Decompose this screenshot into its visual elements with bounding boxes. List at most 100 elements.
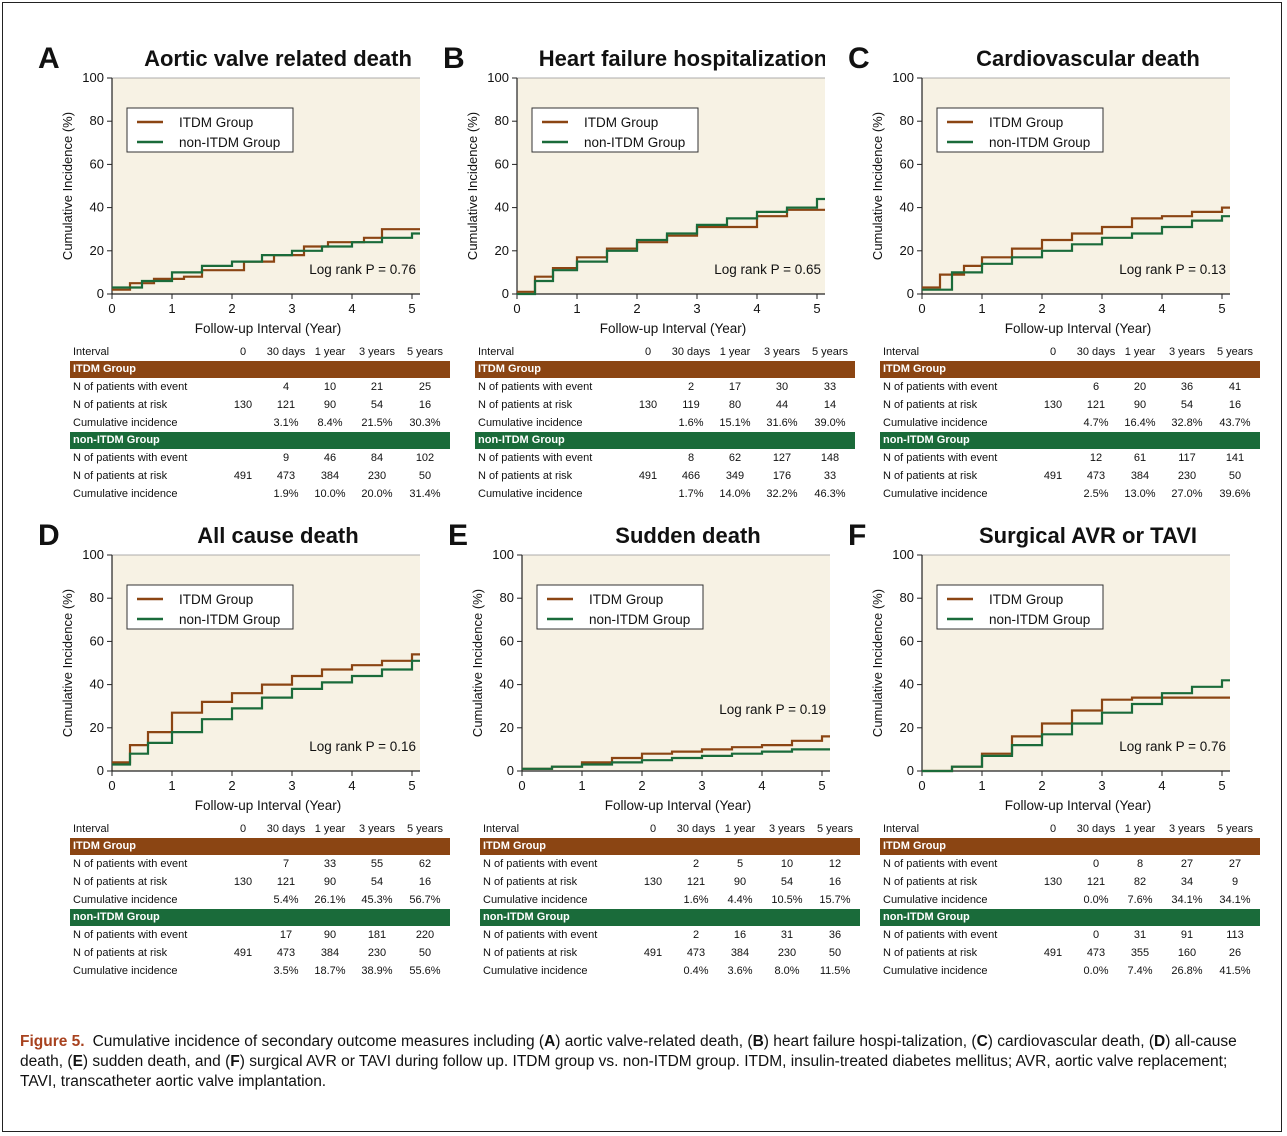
caption-panel-letter: D [1154,1033,1166,1050]
table-header-row: Interval 0 30 days 1 year 3 years 5 years [880,343,1260,361]
figure-caption: Figure 5. Cumulative incidence of seconda… [20,1032,1265,1092]
table-cell: 14.0% [719,488,751,500]
panel-letter: D [38,519,60,552]
group-band-itdm: ITDM Group [480,838,860,855]
x-tick-label: 1 [978,301,985,316]
table-row: N of patients at risk 130 121 90 54 16 [70,873,450,891]
risk-table: Interval 0 30 days 1 year 3 years 5 years ITDM… [475,343,855,503]
table-cell: 80 [728,399,742,411]
legend-entry: ITDM Group [989,592,1063,607]
table-cell: 16 [418,399,432,411]
table-row: Cumulative incidence 5.4% 26.1% 45.3% 56.7% [70,891,450,909]
table-cell: 12 [828,858,842,870]
x-tick-label: 2 [1038,301,1045,316]
table-cell: 34.1% [1219,894,1251,906]
x-tick-label: 2 [1038,778,1045,793]
row-label: N of patients at risk [73,876,168,888]
table-row: N of patients with event 6 20 36 41 [880,378,1260,396]
table-cell: 54 [370,876,384,888]
log-rank-p: Log rank P = 0.13 [1119,262,1226,277]
y-tick-label: 80 [500,590,514,605]
table-header-row: Interval 0 30 days 1 year 3 years 5 years [475,343,855,361]
table-cell: 46 [323,452,337,464]
y-tick-label: 0 [97,763,104,778]
table-cell: 1 year [1124,346,1156,358]
table-cell: 8 [1136,858,1144,870]
table-cell: 7.4% [1127,965,1153,977]
row-label: Cumulative incidence [73,488,178,500]
y-axis-label: Cumulative Incidence (%) [470,589,485,737]
table-cell: 21.5% [361,417,393,429]
table-cell: 130 [1043,399,1063,411]
x-tick-label: 3 [288,301,295,316]
x-axis-label: Follow-up Interval (Year) [1005,798,1152,813]
km-chart-f: F Surgical AVR or TAVI 0 20 40 60 80 100 0 1 2 3 4 5 C… [848,519,1230,813]
table-cell: 3.1% [273,417,299,429]
table-cell: 31 [780,929,794,941]
y-tick-label: 40 [495,200,509,215]
table-row: Cumulative incidence 3.5% 18.7% 38.9% 55.6% [70,962,450,980]
table-cell: 384 [730,947,750,959]
table-cell: 30 days [266,823,306,835]
y-tick-label: 20 [500,720,514,735]
table-cell: 32.2% [766,488,798,500]
legend-box [126,107,294,153]
legend-entry: non-ITDM Group [584,135,685,150]
table-cell: 16 [1228,399,1242,411]
caption-label: Figure 5. [20,1033,85,1050]
table-row: N of patients with event 7 33 55 62 [70,855,450,873]
table-cell: 0 [644,346,652,358]
table-cell: 127 [772,452,792,464]
table-cell: 62 [728,452,742,464]
table-cell: 26.1% [314,894,346,906]
row-label: N of patients at risk [883,876,978,888]
group-band-itdm: ITDM Group [475,361,855,378]
table-cell: 90 [323,399,337,411]
table-cell: 90 [323,929,337,941]
y-tick-label: 60 [500,633,514,648]
row-label: Cumulative incidence [478,488,583,500]
y-tick-label: 80 [90,113,104,128]
table-cell: 8.4% [317,417,343,429]
caption-panel-letter: B [752,1033,764,1050]
table-cell: 8 [687,452,695,464]
table-cell: 50 [828,947,842,959]
y-tick-label: 80 [90,590,104,605]
row-label: N of patients at risk [483,876,578,888]
y-axis-label: Cumulative Incidence (%) [465,112,480,260]
table-cell: 30 days [1076,346,1116,358]
caption-text: ) all-cause death, ( [20,1033,1237,1070]
table-cell: 5 years [1216,823,1254,835]
table-cell: 5 years [816,823,854,835]
table-header-row: Interval 0 30 days 1 year 3 years 5 years [480,820,860,838]
row-label: Cumulative incidence [883,488,988,500]
table-cell: 36 [1180,381,1194,393]
group-band-non-itdm: non-ITDM Group [70,909,450,926]
table-cell: 11.5% [819,965,851,977]
risk-table: Interval 0 30 days 1 year 3 years 5 years ITDM… [880,820,1260,980]
table-cell: 1 year [724,823,756,835]
table-cell: 5 years [1216,346,1254,358]
table-cell: 491 [643,947,663,959]
table-cell: 10.0% [314,488,346,500]
x-tick-label: 2 [228,301,235,316]
table-cell: 121 [276,876,296,888]
panel-letter: A [38,42,60,75]
y-tick-label: 40 [90,200,104,215]
table-cell: 0 [1092,929,1100,941]
table-cell: 0 [1049,346,1057,358]
legend-entry: ITDM Group [589,592,663,607]
table-row: N of patients with event 2 5 10 12 [480,855,860,873]
row-label: N of patients at risk [73,947,168,959]
table-cell: 117 [1178,452,1196,464]
table-header-row: Interval 0 30 days 1 year 3 years 5 years [880,820,1260,838]
x-tick-label: 1 [978,778,985,793]
table-cell: 130 [1043,876,1063,888]
table-row: N of patients at risk 130 121 90 54 16 [70,396,450,414]
table-cell: 2 [692,858,700,870]
panel-letter: E [448,519,468,552]
table-cell: 1 year [719,346,751,358]
caption-text: ) heart failure hospi-talization, ( [763,1033,977,1050]
table-cell: 141 [1225,452,1245,464]
